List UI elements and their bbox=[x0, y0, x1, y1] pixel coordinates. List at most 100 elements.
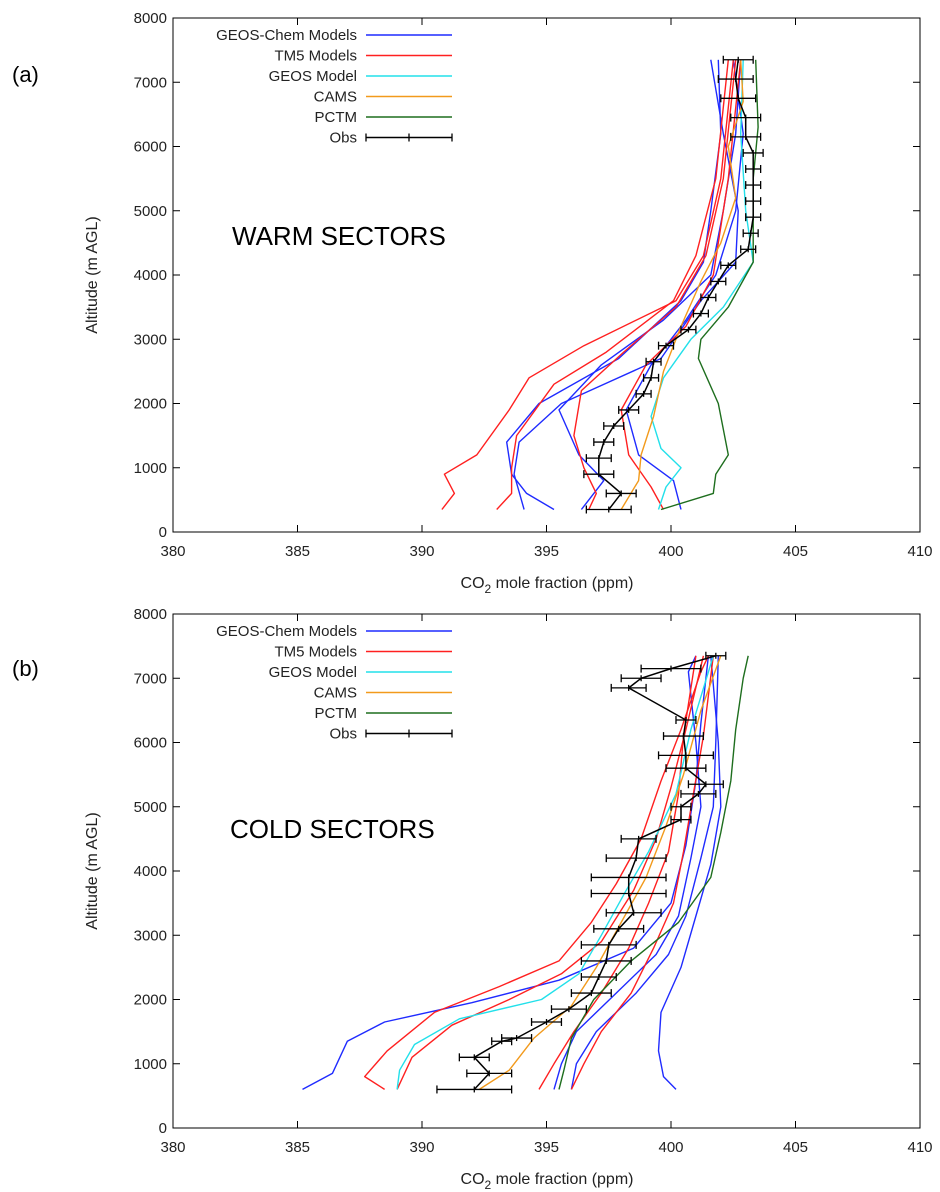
obs-error-bar bbox=[605, 908, 662, 917]
sector-annotation: WARM SECTORS bbox=[232, 221, 446, 251]
chart-panel-b: (b) COLD SECTORS CO2 mole fraction (ppm)… bbox=[0, 596, 940, 1192]
y-tick-label: 5000 bbox=[134, 203, 167, 220]
obs-error-bar bbox=[670, 802, 692, 811]
y-axis-title: Altitude (m AGL) bbox=[84, 216, 101, 333]
obs-error-bar bbox=[700, 293, 717, 302]
x-tick-label: 405 bbox=[783, 1139, 808, 1156]
obs-error-bar bbox=[635, 389, 652, 398]
obs-error-bar bbox=[670, 815, 692, 824]
y-tick-label: 5000 bbox=[134, 799, 167, 816]
legend-label: PCTM bbox=[315, 109, 358, 126]
plot-frame bbox=[172, 613, 921, 1129]
warm-sectors-chart: (a) WARM SECTORS CO2 mole fraction (ppm)… bbox=[12, 10, 933, 596]
obs-error-bar bbox=[665, 764, 707, 773]
legend-label: GEOS-Chem Models bbox=[216, 623, 357, 640]
x-tick-label: 380 bbox=[160, 1139, 185, 1156]
obs-error-bar bbox=[745, 197, 762, 206]
y-tick-label: 0 bbox=[159, 1120, 167, 1137]
obs-error-bar bbox=[740, 245, 757, 254]
legend-label: PCTM bbox=[315, 705, 358, 722]
obs-error-bar bbox=[720, 94, 757, 103]
x-tick-label: 380 bbox=[160, 543, 185, 560]
series-line-geos-model bbox=[396, 655, 714, 1090]
y-tick-label: 1000 bbox=[134, 1056, 167, 1073]
series-line-geos-chem-models bbox=[657, 655, 722, 1090]
series-line-pctm bbox=[558, 655, 749, 1090]
sector-annotation: COLD SECTORS bbox=[230, 814, 435, 844]
obs-error-bar bbox=[742, 148, 764, 157]
obs-error-bar bbox=[705, 651, 727, 660]
series-line-cams bbox=[478, 655, 722, 1090]
obs-error-bar bbox=[692, 309, 709, 318]
x-axis-title: CO2 mole fraction (ppm) bbox=[461, 1171, 634, 1192]
obs-error-bar bbox=[585, 454, 612, 463]
obs-error-bar bbox=[717, 75, 754, 84]
obs-error-bar bbox=[620, 674, 662, 683]
obs-error-bar bbox=[590, 873, 667, 882]
obs-error-bar bbox=[680, 325, 697, 334]
obs-error-bar bbox=[720, 261, 737, 270]
series-line-tm5-models bbox=[570, 655, 714, 1090]
obs-error-bar bbox=[710, 277, 727, 286]
obs-error-bar bbox=[605, 854, 667, 863]
obs-error-bar bbox=[501, 1034, 533, 1043]
x-tick-label: 410 bbox=[907, 1139, 932, 1156]
series-line-geos-chem-models bbox=[570, 655, 719, 1090]
obs-error-bar bbox=[675, 716, 697, 725]
panel-label: (b) bbox=[12, 656, 39, 681]
obs-error-bar bbox=[436, 1085, 513, 1094]
obs-error-bar bbox=[530, 1017, 563, 1026]
series-line-geos-model bbox=[650, 59, 754, 510]
series-line-tm5-models bbox=[496, 59, 729, 510]
obs-error-bar bbox=[645, 357, 662, 366]
obs-error-bar bbox=[570, 989, 612, 998]
obs-error-bar bbox=[466, 1069, 513, 1078]
x-axis-title: CO2 mole fraction (ppm) bbox=[461, 575, 634, 596]
obs-error-bar bbox=[657, 341, 675, 350]
obs-error-bar bbox=[603, 421, 625, 430]
obs-error-bar bbox=[590, 889, 667, 898]
y-tick-label: 6000 bbox=[134, 139, 167, 156]
legend-label: Obs bbox=[329, 726, 357, 743]
obs-error-bar bbox=[458, 1053, 490, 1062]
y-tick-label: 4000 bbox=[134, 267, 167, 284]
y-tick-label: 0 bbox=[159, 524, 167, 541]
x-tick-label: 410 bbox=[907, 543, 932, 560]
y-axis-title: Altitude (m AGL) bbox=[84, 812, 101, 929]
y-tick-label: 7000 bbox=[134, 74, 167, 91]
y-tick-label: 2000 bbox=[134, 992, 167, 1009]
series-line-tm5-models bbox=[573, 59, 737, 510]
x-tick-label: 390 bbox=[409, 543, 434, 560]
obs-error-bar bbox=[640, 664, 702, 673]
y-tick-label: 6000 bbox=[134, 735, 167, 752]
x-tick-label: 400 bbox=[658, 1139, 683, 1156]
legend-label: GEOS Model bbox=[269, 664, 357, 681]
series-line-geos-chem-models bbox=[553, 655, 702, 1090]
obs-error-bar bbox=[662, 732, 705, 741]
obs-error-bar bbox=[585, 505, 632, 514]
obs-error-bar bbox=[742, 229, 759, 238]
series-line-tm5-models bbox=[441, 59, 734, 510]
obs-error-bar bbox=[580, 973, 617, 982]
obs-error-bar bbox=[722, 55, 754, 64]
x-tick-label: 400 bbox=[658, 543, 683, 560]
legend-label: Obs bbox=[329, 130, 357, 147]
obs-error-bar bbox=[610, 683, 647, 692]
series-line-geos-chem-models bbox=[558, 59, 742, 510]
cold-sectors-chart: (b) COLD SECTORS CO2 mole fraction (ppm)… bbox=[12, 606, 933, 1192]
obs-error-bar bbox=[620, 834, 657, 843]
obs-line bbox=[598, 59, 754, 510]
obs-error-bar bbox=[687, 780, 724, 789]
series-line-tm5-models bbox=[538, 655, 697, 1090]
obs-error-bar bbox=[618, 405, 640, 414]
obs-error-bar bbox=[593, 438, 615, 447]
obs-error-bar bbox=[550, 1005, 587, 1014]
obs-error-bar bbox=[745, 213, 762, 222]
obs-error-bar bbox=[605, 489, 637, 498]
series-line-pctm bbox=[660, 59, 759, 511]
y-tick-label: 1000 bbox=[134, 460, 167, 477]
legend-label: CAMS bbox=[314, 89, 357, 106]
y-tick-label: 7000 bbox=[134, 670, 167, 687]
legend-label: GEOS Model bbox=[269, 68, 357, 85]
y-tick-label: 3000 bbox=[134, 331, 167, 348]
